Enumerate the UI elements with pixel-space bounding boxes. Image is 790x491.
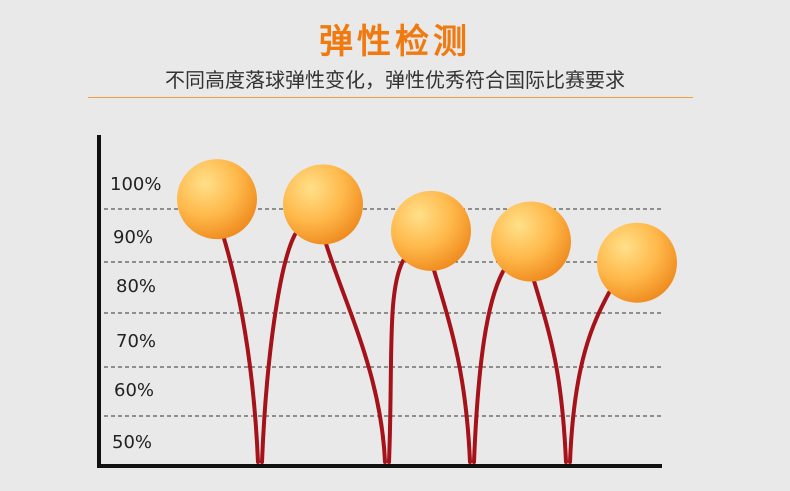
ball-point — [391, 190, 471, 271]
y-tick-label: 100% — [110, 174, 161, 195]
bounce-arcs — [221, 232, 611, 464]
bounce-arc — [323, 238, 387, 464]
bounce-arc — [531, 275, 568, 464]
ball-point — [283, 164, 363, 245]
balls — [177, 159, 677, 303]
ball-point — [177, 159, 257, 240]
header-divider — [88, 97, 693, 98]
y-tick-label: 50% — [112, 432, 152, 453]
bounce-arc — [568, 290, 611, 464]
page-title: 弹性检测 — [319, 22, 471, 62]
bounce-arc — [387, 258, 405, 464]
y-tick-label: 60% — [114, 380, 154, 401]
bounce-arc — [221, 233, 260, 464]
y-tick-label: 90% — [113, 227, 153, 248]
ball-point — [597, 222, 677, 303]
bounce-arc — [431, 264, 472, 464]
y-tick-labels: 100% 90% 80% 70% 60% 50% — [110, 174, 161, 453]
page-subtitle: 不同高度落球弹性变化，弹性优秀符合国际比赛要求 — [165, 68, 625, 92]
y-tick-label: 80% — [116, 276, 156, 297]
bounce-arc — [472, 269, 505, 464]
ball-point — [491, 201, 571, 282]
bounce-arc — [260, 232, 297, 464]
y-tick-label: 70% — [116, 331, 156, 352]
